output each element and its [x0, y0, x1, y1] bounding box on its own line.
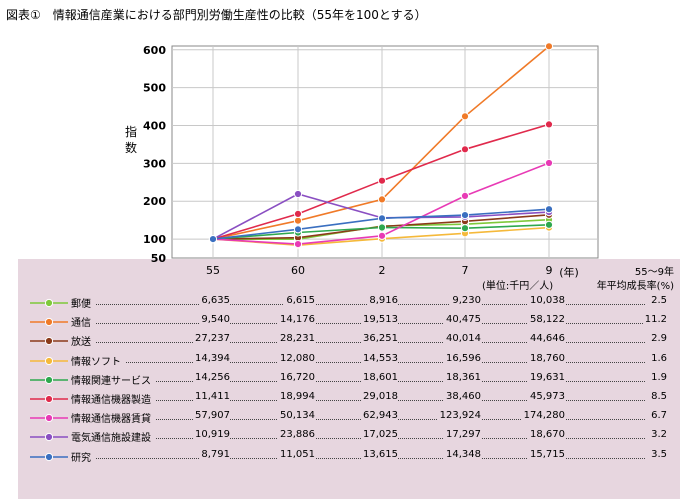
y-tick-label: 500	[143, 82, 166, 95]
data-point	[377, 214, 387, 223]
data-point	[293, 225, 303, 234]
data-point	[293, 240, 303, 249]
data-point	[544, 205, 554, 214]
data-point	[460, 145, 470, 154]
data-point	[377, 223, 387, 232]
data-point	[460, 224, 470, 233]
data-point	[293, 216, 303, 225]
data-table-background	[18, 259, 680, 499]
data-point	[544, 158, 554, 168]
data-point	[377, 195, 387, 204]
y-tick-label: 600	[143, 44, 166, 57]
data-point	[377, 231, 387, 240]
data-point	[293, 189, 303, 199]
data-point	[377, 176, 387, 185]
chart-title: 図表① 情報通信産業における部門別労働生産性の比較（55年を100とする）	[6, 8, 427, 22]
data-point	[208, 235, 218, 244]
data-point	[460, 112, 470, 121]
y-axis-label: 指数	[124, 125, 137, 155]
data-point	[460, 211, 470, 220]
y-tick-label: 300	[143, 157, 166, 170]
y-tick-label: 400	[143, 120, 166, 133]
data-point	[544, 120, 554, 129]
data-point	[544, 220, 554, 229]
y-tick-label: 200	[143, 195, 166, 208]
data-point	[544, 42, 554, 51]
y-tick-label: 100	[143, 233, 166, 246]
y-tick-label: 50	[151, 252, 167, 265]
data-point	[460, 191, 470, 200]
data-point	[293, 209, 303, 218]
